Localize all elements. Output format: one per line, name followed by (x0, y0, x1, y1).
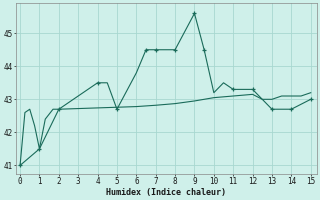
X-axis label: Humidex (Indice chaleur): Humidex (Indice chaleur) (106, 188, 226, 197)
